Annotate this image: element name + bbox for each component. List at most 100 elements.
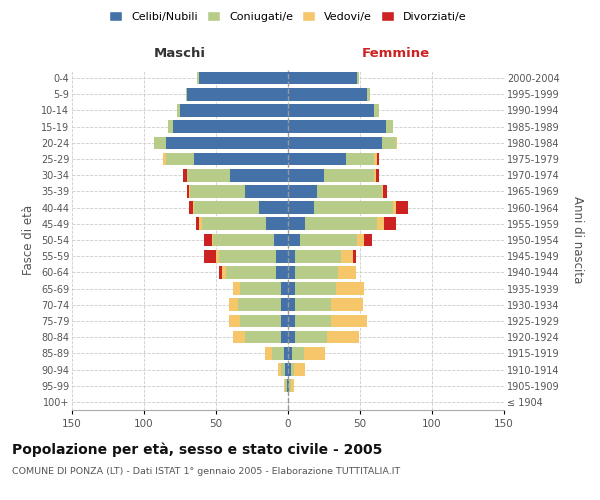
Bar	[374, 104, 379, 117]
Bar	[213, 234, 274, 246]
Legend: Celibi/Nubili, Coniugati/e, Vedovi/e, Divorziati/e: Celibi/Nubili, Coniugati/e, Vedovi/e, Di…	[106, 8, 470, 25]
Bar	[314, 202, 393, 214]
Bar	[230, 169, 288, 181]
Bar	[216, 250, 219, 262]
Bar	[353, 250, 356, 262]
Bar	[238, 298, 281, 311]
Bar	[194, 202, 259, 214]
Bar	[219, 266, 222, 278]
Bar	[299, 234, 357, 246]
Bar	[196, 218, 199, 230]
Bar	[288, 120, 386, 133]
Bar	[288, 185, 317, 198]
Bar	[288, 202, 314, 214]
Bar	[288, 314, 295, 328]
Bar	[199, 218, 202, 230]
Text: Maschi: Maschi	[154, 48, 206, 60]
Bar	[288, 88, 367, 101]
Bar	[233, 331, 245, 344]
Text: Femmine: Femmine	[362, 48, 430, 60]
Bar	[385, 218, 396, 230]
Bar	[383, 185, 388, 198]
Bar	[222, 266, 226, 278]
Bar	[154, 136, 166, 149]
Bar	[197, 72, 199, 85]
Bar	[285, 363, 288, 376]
Bar	[245, 185, 288, 198]
Bar	[284, 347, 288, 360]
Bar	[288, 347, 292, 360]
Bar	[187, 185, 188, 198]
Bar	[376, 169, 379, 181]
Bar	[272, 347, 284, 360]
Bar	[317, 185, 382, 198]
Bar	[245, 331, 281, 344]
Bar	[277, 250, 288, 262]
Bar	[382, 136, 396, 149]
Bar	[281, 282, 288, 295]
Bar	[259, 202, 288, 214]
Bar	[288, 266, 295, 278]
Bar	[177, 104, 180, 117]
Bar	[338, 266, 356, 278]
Bar	[357, 234, 364, 246]
Bar	[288, 169, 324, 181]
Bar	[357, 72, 359, 85]
Bar	[288, 136, 382, 149]
Bar	[288, 218, 305, 230]
Bar	[288, 72, 357, 85]
Bar	[341, 250, 353, 262]
Bar	[295, 250, 341, 262]
Bar	[331, 298, 363, 311]
Bar	[166, 136, 288, 149]
Bar	[241, 314, 281, 328]
Bar	[277, 266, 288, 278]
Bar	[205, 250, 216, 262]
Bar	[288, 104, 374, 117]
Bar	[265, 347, 272, 360]
Bar	[166, 152, 194, 166]
Bar	[173, 120, 288, 133]
Bar	[331, 314, 367, 328]
Bar	[335, 282, 364, 295]
Bar	[281, 331, 288, 344]
Bar	[205, 234, 212, 246]
Bar	[285, 380, 287, 392]
Bar	[346, 152, 374, 166]
Bar	[393, 202, 396, 214]
Bar	[288, 250, 295, 262]
Bar	[291, 363, 294, 376]
Bar	[295, 266, 338, 278]
Bar	[377, 152, 379, 166]
Bar	[288, 298, 295, 311]
Bar	[219, 250, 277, 262]
Bar	[169, 120, 173, 133]
Bar	[233, 282, 241, 295]
Bar	[305, 218, 377, 230]
Bar	[229, 314, 241, 328]
Bar	[193, 202, 194, 214]
Bar	[281, 314, 288, 328]
Bar	[187, 169, 230, 181]
Text: COMUNE DI PONZA (LT) - Dati ISTAT 1° gennaio 2005 - Elaborazione TUTTITALIA.IT: COMUNE DI PONZA (LT) - Dati ISTAT 1° gen…	[12, 468, 400, 476]
Bar	[288, 282, 295, 295]
Bar	[187, 88, 288, 101]
Bar	[374, 169, 376, 181]
Bar	[188, 202, 193, 214]
Bar	[287, 380, 288, 392]
Bar	[288, 363, 291, 376]
Bar	[199, 72, 288, 85]
Bar	[284, 380, 285, 392]
Y-axis label: Anni di nascita: Anni di nascita	[571, 196, 584, 284]
Bar	[304, 347, 325, 360]
Bar	[266, 218, 288, 230]
Bar	[367, 88, 370, 101]
Bar	[281, 363, 285, 376]
Bar	[194, 152, 288, 166]
Bar	[186, 88, 187, 101]
Bar	[190, 185, 245, 198]
Bar	[281, 298, 288, 311]
Bar	[288, 152, 346, 166]
Bar	[180, 104, 288, 117]
Bar	[324, 169, 374, 181]
